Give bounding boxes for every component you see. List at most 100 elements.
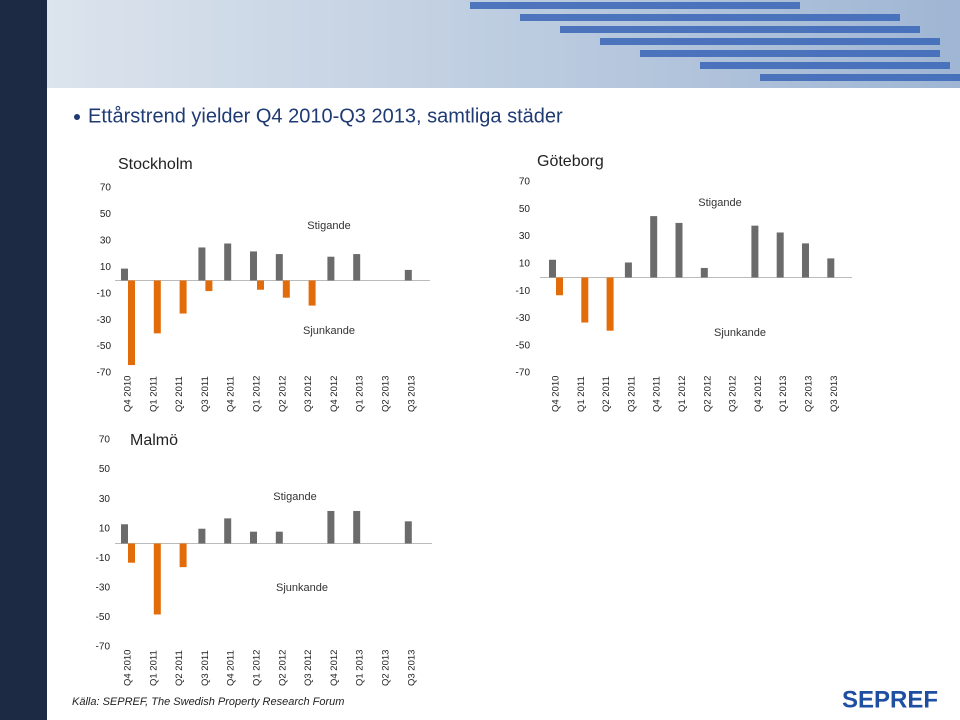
x-tick-label: Q2 2012 [277, 650, 288, 686]
x-tick-label: Q1 2012 [252, 650, 263, 686]
x-tick-label: Q2 2012 [277, 376, 288, 412]
x-tick-label: Q1 2013 [355, 650, 366, 686]
x-tick-label: Q1 2012 [252, 376, 263, 412]
y-tick-label: -10 [97, 288, 112, 299]
header-decoration [470, 2, 960, 81]
x-tick-label: Q3 2013 [406, 376, 417, 412]
x-tick-label: Q3 2011 [200, 376, 211, 412]
x-tick-label: Q3 2011 [626, 376, 637, 412]
x-tick-label: Q2 2011 [601, 376, 612, 412]
x-tick-label: Q1 2011 [148, 376, 159, 412]
bar [327, 256, 335, 281]
bar [353, 254, 361, 281]
y-tick-label: -50 [516, 340, 531, 351]
y-tick-label: 50 [100, 209, 112, 220]
x-tick-label: Q4 2010 [551, 376, 562, 412]
y-tick-label: 10 [519, 258, 531, 269]
bar [153, 280, 161, 334]
series-label: Sjunkande [714, 327, 766, 339]
x-tick-label: Q2 2011 [174, 650, 185, 686]
x-tick-label: Q3 2013 [406, 650, 417, 686]
bar [549, 259, 556, 278]
y-tick-label: 10 [99, 523, 111, 534]
y-tick-label: 70 [100, 183, 112, 194]
series-label: Sjunkande [276, 582, 328, 594]
bar [308, 280, 316, 306]
bar [556, 277, 563, 296]
bar [827, 258, 835, 278]
bar [224, 243, 232, 281]
bar [128, 280, 135, 366]
y-tick-label: 30 [519, 231, 531, 242]
y-tick-label: 70 [99, 435, 111, 446]
bullet [74, 114, 80, 120]
x-tick-label: Q2 2011 [174, 376, 185, 412]
chart-title: Göteborg [537, 153, 604, 170]
x-tick-label: Q2 2013 [381, 376, 392, 412]
y-tick-label: -10 [516, 286, 531, 297]
bar [250, 531, 257, 544]
y-tick-label: -50 [96, 612, 111, 623]
bar [275, 531, 283, 544]
series-label: Stigande [698, 197, 741, 209]
x-tick-label: Q1 2011 [148, 650, 159, 686]
x-tick-label: Q3 2012 [728, 376, 739, 412]
series-label: Stigande [307, 220, 350, 232]
y-tick-label: 30 [100, 235, 112, 246]
bar [675, 222, 683, 278]
series-label: Stigande [273, 491, 316, 503]
x-tick-label: Q4 2010 [123, 376, 134, 412]
bar [802, 243, 809, 278]
x-tick-label: Q4 2010 [123, 650, 134, 686]
y-tick-label: -10 [96, 553, 111, 564]
x-tick-label: Q4 2012 [329, 376, 340, 412]
x-tick-label: Q4 2011 [226, 650, 237, 686]
bar [275, 254, 283, 281]
y-tick-label: -70 [96, 642, 111, 653]
x-tick-label: Q3 2011 [200, 650, 211, 686]
bar [205, 280, 213, 292]
bar [700, 267, 708, 278]
bar [581, 277, 589, 323]
bar [250, 251, 257, 281]
x-tick-label: Q4 2011 [652, 376, 663, 412]
bar [128, 543, 135, 563]
series-label: Sjunkande [303, 325, 355, 337]
logo: SEPREF [842, 686, 938, 713]
y-tick-label: -30 [97, 315, 112, 326]
x-tick-label: Q3 2012 [303, 376, 314, 412]
left-stripe [0, 0, 47, 720]
bar [404, 521, 412, 544]
bar [751, 225, 759, 278]
bar [606, 277, 614, 331]
bar [153, 543, 161, 615]
y-tick-label: -70 [97, 368, 112, 379]
x-tick-label: Q2 2013 [381, 650, 392, 686]
x-tick-label: Q1 2012 [677, 376, 688, 412]
y-tick-label: -70 [516, 368, 531, 379]
bar [224, 518, 232, 544]
bar [776, 232, 784, 278]
x-tick-label: Q2 2013 [804, 376, 815, 412]
bar [404, 269, 412, 281]
y-tick-label: 10 [100, 262, 112, 273]
y-tick-label: -50 [97, 341, 112, 352]
x-tick-label: Q3 2013 [829, 376, 840, 412]
bar [179, 543, 187, 568]
bar [198, 247, 206, 281]
x-tick-label: Q4 2012 [329, 650, 340, 686]
x-tick-label: Q3 2012 [303, 650, 314, 686]
bar [121, 524, 128, 544]
bar [282, 280, 290, 298]
bar [257, 280, 264, 290]
y-tick-label: 50 [519, 204, 531, 215]
x-tick-label: Q4 2012 [753, 376, 764, 412]
bar [650, 216, 658, 278]
bar [327, 510, 335, 544]
chart-title: Malmö [130, 432, 178, 449]
bar [179, 280, 187, 314]
heading: Ettårstrend yielder Q4 2010-Q3 2013, sam… [88, 105, 563, 127]
y-tick-label: 50 [99, 464, 111, 475]
bar [624, 262, 632, 278]
